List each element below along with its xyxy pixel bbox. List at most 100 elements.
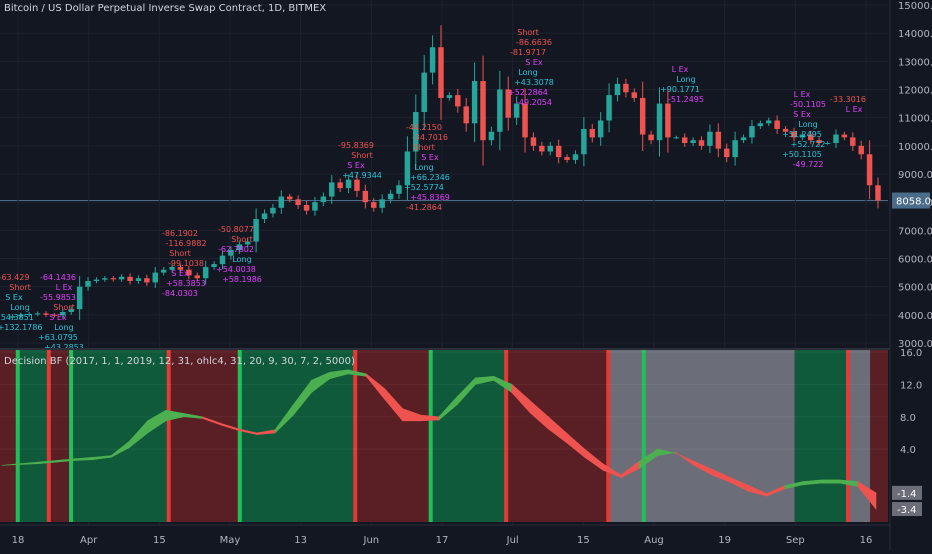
indicator-axis[interactable]: 16.0 12.0 8.0 4.0 -1.4 -3.4 [892,348,922,517]
candle-body [707,131,713,146]
trade-label: -50.8077 [218,225,254,234]
candle-body [749,126,755,138]
indicator-tick-label: -1.4 [897,489,917,500]
trade-label: -49.2054 [516,98,552,107]
candle-body [236,244,243,251]
candle-body [102,278,108,280]
time-tick-label: 16 [860,535,873,546]
trade-label: -64.1436 [40,273,76,282]
trade-label: +45.8369 [410,193,450,202]
time-tick-label: May [220,535,241,546]
trade-label: -50.1105 [790,100,826,109]
trade-label: Short [9,283,30,292]
candle-body [144,278,150,283]
candle-body [875,185,881,201]
candle-body [715,131,722,149]
trade-label: L Ex [846,105,863,114]
candle-body [51,314,58,316]
candle-body [564,157,570,160]
candle-body [219,255,226,265]
indicator-tick-label: 12.0 [900,380,922,391]
candle-body [539,145,545,152]
trade-label: Long [798,120,817,129]
candle-body [841,134,848,138]
last-price-tag [892,192,930,209]
candle-body [429,47,436,73]
trade-label: S Ex [421,153,439,162]
trade-label: -44.2150 [406,123,442,132]
candle-body [480,81,486,141]
candle-body [43,313,49,315]
trade-label: -86.6636 [516,38,552,47]
signal-marker [69,350,74,522]
chart-title: Bitcoin / US Dollar Perpetual Inverse Sw… [4,3,327,14]
indicator-value-tag [892,485,922,500]
signal-marker [428,350,433,522]
candle-body [404,151,411,186]
trade-label: +43.2853 [44,343,84,352]
trade-label: +58.3853 [166,279,206,288]
trade-label: +58.1986 [222,275,262,284]
candle-body [34,313,41,315]
candle-body [808,134,814,141]
signal-marker [166,350,171,522]
candle-body [698,140,705,146]
candle-body [177,266,184,270]
candle-body [303,204,310,211]
candle-body [833,134,839,144]
candle-body [286,196,293,200]
trade-label: +52.722 [791,140,826,149]
price-tick-label: 9000.0 [898,170,932,181]
candle-body [614,83,621,96]
candle-body [186,269,192,276]
candle-body [547,145,553,152]
price-axis[interactable]: 15000.0 14000.0 13000.0 12000.0 11000.0 10000… [892,1,932,350]
candle-body [572,154,579,160]
price-tick-label: 7000.0 [898,226,932,237]
candle-body [152,272,159,283]
zone-green [430,350,507,522]
candle-body [740,137,747,141]
candle-body [312,202,318,211]
trade-label: Long [232,255,251,264]
candle-body [589,128,596,138]
time-tick-label: 18 [12,535,25,546]
zone-green [71,350,169,522]
trade-label: -81.9717 [510,48,546,57]
candle-body [673,137,680,139]
price-tick-label: 11000.0 [898,114,932,125]
trade-label: -116.9882 [165,239,206,248]
trade-label: -55.9853 [40,293,76,302]
candle-body [799,134,806,138]
candle-body [850,137,856,146]
candle-body [127,276,133,282]
trade-label: -41.2864 [406,203,442,212]
indicator-value-tag [892,502,922,517]
trade-label: S Ex [347,161,365,170]
zone-green [17,350,49,522]
candle-body [295,199,301,205]
trade-label: +66.2346 [410,173,450,182]
signal-marker [846,350,851,522]
band-segment [821,479,840,484]
candle-body [866,154,873,186]
time-tick-label: Sep [786,535,805,546]
candle-body [26,313,32,315]
signal-marker [641,350,646,522]
candle-body [118,276,125,280]
time-axis[interactable]: 18 Apr 15 May 13 Jun 17 Jul 15 Aug 19 Sep 16 [12,535,873,546]
candle-body [329,182,335,197]
candle-body [455,95,461,107]
time-tick-label: 15 [153,535,166,546]
indicator-band [1,369,877,510]
candle-body [530,137,537,146]
candle-body [639,97,646,135]
time-tick-label: Jun [363,535,380,546]
signal-marker [353,350,358,522]
candle-body [858,145,864,155]
trade-label: +90.1771 [660,85,700,94]
candle-body [723,148,730,158]
trade-label: +63.0795 [38,333,78,342]
indicator-title: Decision BF (2017, 1, 1, 2019, 12, 31, o… [4,356,355,367]
candle-body [202,266,209,279]
